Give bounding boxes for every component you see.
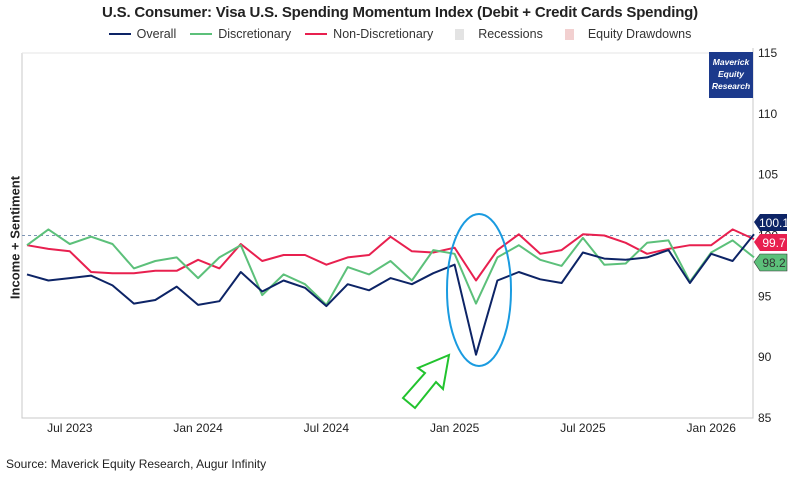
legend-discretionary: Discretionary	[190, 27, 291, 41]
legend-swatch	[190, 32, 213, 36]
x-tick-label: Jan 2024	[173, 421, 223, 435]
legend: Overall Discretionary Non-Discretionary …	[0, 27, 800, 41]
x-tick-label: Jul 2024	[304, 421, 350, 435]
end-value-label: 98.2	[762, 256, 786, 270]
watermark-text: Maverick	[713, 57, 751, 67]
legend-swatch	[455, 28, 465, 40]
legend-label: Non-Discretionary	[333, 27, 434, 41]
end-value-badge	[754, 214, 787, 231]
x-tick-label: Jul 2025	[560, 421, 606, 435]
series-line-overall	[26, 233, 755, 356]
x-tick-label: Jan 2026	[687, 421, 737, 435]
watermark-logo	[709, 52, 753, 98]
watermark-text: Research	[712, 81, 750, 91]
end-value-label: 100.1	[759, 216, 789, 230]
x-tick-label: Jul 2023	[47, 421, 93, 435]
x-tick-label: Jan 2025	[430, 421, 480, 435]
plot-frame	[21, 48, 754, 419]
highlight-ellipse	[446, 213, 512, 367]
y-tick-label: 85	[758, 411, 772, 425]
chart-title: U.S. Consumer: Visa U.S. Spending Moment…	[102, 4, 698, 21]
legend-label: Equity Drawdowns	[587, 27, 692, 41]
legend-swatch	[108, 32, 131, 36]
y-tick-label: 110	[758, 107, 777, 121]
y-tick-label: 105	[758, 168, 778, 182]
legend-swatch	[564, 28, 574, 40]
y-tick-label: 115	[758, 46, 777, 60]
legend-label: Discretionary	[218, 27, 292, 41]
y-tick-label: 90	[758, 350, 772, 364]
legend-label: Overall	[136, 27, 177, 41]
legend-non-discretionary: Non-Discretionary	[305, 27, 433, 41]
end-value-badge	[754, 234, 787, 251]
end-value-label: 99.7	[762, 236, 786, 250]
legend-label: Recessions	[478, 27, 543, 41]
source-note: Source: Maverick Equity Research, Augur …	[6, 457, 267, 471]
series-line-non-discretionary	[26, 228, 755, 282]
y-tick-label: 95	[758, 289, 772, 303]
legend-recessions: Recessions	[447, 27, 543, 41]
green-arrow-icon	[401, 353, 451, 410]
series-line-discretionary	[26, 228, 755, 306]
legend-equity-drawdowns: Equity Drawdowns	[557, 27, 692, 41]
watermark-text: Equity	[718, 69, 745, 79]
legend-overall: Overall	[108, 27, 177, 41]
legend-swatch	[305, 32, 328, 36]
end-value-badge	[753, 253, 788, 272]
